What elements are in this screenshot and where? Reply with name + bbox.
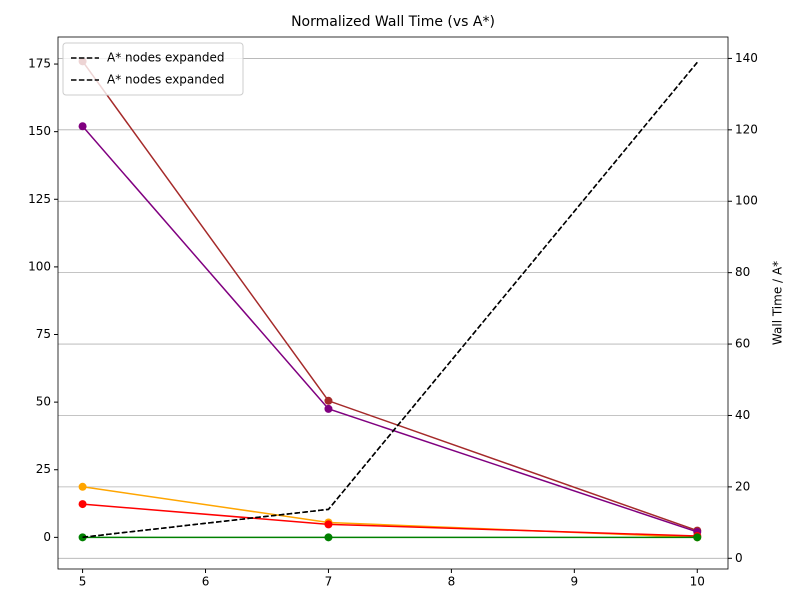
y-tick-label: 125 bbox=[28, 192, 51, 206]
series-line bbox=[82, 125, 698, 533]
marker bbox=[78, 500, 87, 509]
marker bbox=[324, 520, 333, 529]
marker bbox=[324, 396, 333, 405]
legend-label: A* nodes expanded bbox=[107, 73, 225, 87]
x-tick-label: 6 bbox=[202, 575, 210, 589]
y-tick-label: 150 bbox=[28, 124, 51, 138]
series-line bbox=[82, 61, 698, 538]
y-tick-label: 100 bbox=[28, 259, 51, 273]
plot-frame bbox=[57, 36, 729, 570]
marker bbox=[324, 404, 333, 413]
marker bbox=[78, 533, 87, 542]
legend-box bbox=[62, 42, 244, 96]
y-tick-label: 0 bbox=[43, 530, 51, 544]
series-line bbox=[81, 60, 698, 532]
x-tick-label: 9 bbox=[571, 575, 579, 589]
y2-axis-label: Wall Time / A* bbox=[771, 261, 785, 345]
marker bbox=[324, 533, 333, 542]
y-tick-label: 50 bbox=[36, 395, 51, 409]
marker bbox=[78, 482, 87, 491]
y-tick-label: 175 bbox=[28, 57, 51, 71]
legend-label: A* nodes expanded bbox=[107, 51, 225, 65]
y2-tick-label: 120 bbox=[735, 122, 758, 136]
series-line bbox=[82, 61, 698, 538]
y2-tick-label: 60 bbox=[735, 337, 750, 351]
x-tick-label: 10 bbox=[690, 575, 705, 589]
series-line bbox=[82, 503, 698, 537]
chart-title: Normalized Wall Time (vs A*) bbox=[291, 14, 495, 30]
y2-tick-label: 80 bbox=[735, 265, 750, 279]
x-tick-label: 8 bbox=[448, 575, 456, 589]
marker bbox=[693, 533, 702, 542]
y2-tick-label: 20 bbox=[735, 479, 750, 493]
y2-tick-label: 140 bbox=[735, 51, 758, 65]
y2-tick-label: 40 bbox=[735, 408, 750, 422]
y-tick-label: 25 bbox=[36, 462, 51, 476]
y-tick-label: 75 bbox=[36, 327, 51, 341]
x-tick-label: 7 bbox=[325, 575, 333, 589]
marker bbox=[78, 122, 87, 131]
y2-tick-label: 100 bbox=[735, 194, 758, 208]
x-tick-label: 5 bbox=[79, 575, 87, 589]
y2-tick-label: 0 bbox=[735, 551, 743, 565]
